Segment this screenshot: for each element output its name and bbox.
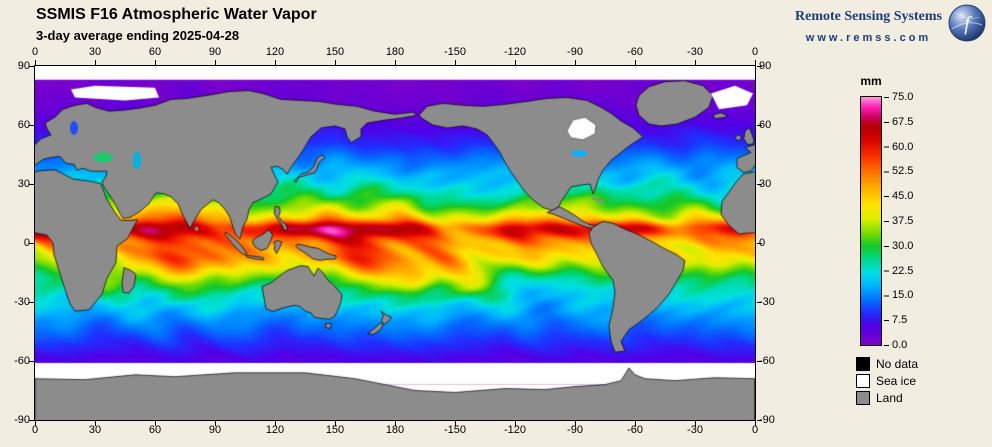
bottom-axis-ticks bbox=[35, 421, 756, 426]
lon-tick-label: 180 bbox=[385, 46, 405, 58]
legend-item-sea-ice: Sea ice bbox=[856, 373, 918, 388]
lon-tick-label: 150 bbox=[325, 46, 345, 58]
colorbar-tick-label: 7.5 bbox=[892, 314, 908, 327]
land-swatch bbox=[856, 390, 870, 405]
lat-tick-label: 0 bbox=[759, 237, 766, 249]
map-canvas bbox=[35, 66, 755, 420]
colorbar-tick-label: 60.0 bbox=[892, 140, 914, 153]
lat-tick-label: -60 bbox=[759, 355, 775, 367]
lon-axis-bottom: 0 30 60 90 120 150 180 -150 -120 -90 -60… bbox=[15, 424, 775, 436]
colorbar-tick-label: 0.0 bbox=[892, 338, 908, 351]
branding-text: Remote Sensing Systems www.remss.com bbox=[795, 3, 942, 44]
map-legend: No data Sea ice Land bbox=[856, 356, 918, 407]
brand-name: Remote Sensing Systems bbox=[795, 9, 942, 24]
legend-item-no-data: No data bbox=[856, 356, 918, 371]
lon-tick-label: 120 bbox=[265, 424, 285, 436]
lon-tick-label: 60 bbox=[148, 46, 162, 58]
lat-tick-label: 30 bbox=[759, 178, 772, 190]
colorbar-tick-label: 22.5 bbox=[892, 264, 914, 277]
colorbar-labels: 75.0 67.5 60.0 52.5 45.0 37.5 30.0 22.5 … bbox=[892, 90, 932, 352]
no-data-swatch bbox=[856, 356, 870, 371]
svg-text:f: f bbox=[964, 13, 972, 35]
lon-tick-label: 30 bbox=[88, 46, 102, 58]
lon-tick-label: 0 bbox=[751, 424, 759, 436]
lon-tick-label: -30 bbox=[687, 424, 703, 436]
lon-tick-label: 90 bbox=[208, 46, 222, 58]
colorbar-tick-label: 52.5 bbox=[892, 165, 914, 178]
colorbar-ticks bbox=[884, 97, 889, 346]
lon-tick-label: 0 bbox=[31, 424, 39, 436]
lon-tick-label: 0 bbox=[751, 46, 759, 58]
colorbar-unit-label: mm bbox=[860, 74, 882, 88]
legend-label: Sea ice bbox=[876, 373, 917, 388]
colorbar bbox=[860, 96, 882, 346]
colorbar-tick-label: 30.0 bbox=[892, 239, 914, 252]
remss-globe-icon[interactable]: f bbox=[948, 3, 986, 43]
lat-axis-left: 90 60 30 0 -30 -60 -90 bbox=[2, 57, 30, 429]
lat-tick-label: 60 bbox=[759, 119, 772, 131]
brand-url-link[interactable]: www.remss.com bbox=[805, 32, 932, 44]
legend-item-land: Land bbox=[856, 390, 918, 405]
lon-tick-label: -90 bbox=[567, 46, 583, 58]
lon-tick-label: 0 bbox=[31, 46, 39, 58]
lat-tick-label: 90 bbox=[759, 60, 772, 72]
colorbar-tick-label: 15.0 bbox=[892, 289, 914, 302]
lat-tick-label: -30 bbox=[759, 296, 775, 308]
lat-tick-label: -90 bbox=[14, 414, 30, 426]
legend-label: Land bbox=[876, 390, 903, 405]
lat-tick-label: -90 bbox=[759, 414, 775, 426]
page-title: SSMIS F16 Atmospheric Water Vapor bbox=[36, 6, 317, 23]
colorbar-tick-label: 67.5 bbox=[892, 115, 914, 128]
colorbar-gradient bbox=[861, 97, 881, 345]
lat-tick-label: 30 bbox=[17, 178, 30, 190]
colorbar-tick-label: 45.0 bbox=[892, 190, 914, 203]
lon-tick-label: 180 bbox=[385, 424, 405, 436]
branding-block: Remote Sensing Systems www.remss.com f bbox=[795, 3, 986, 44]
lon-tick-label: 150 bbox=[325, 424, 345, 436]
lat-tick-label: 0 bbox=[23, 237, 30, 249]
lon-tick-label: -120 bbox=[503, 46, 527, 58]
lon-tick-label: -120 bbox=[503, 424, 527, 436]
lon-tick-label: 60 bbox=[148, 424, 162, 436]
lon-tick-label: 90 bbox=[208, 424, 222, 436]
lat-tick-label: 60 bbox=[17, 119, 30, 131]
lon-tick-label: 120 bbox=[265, 46, 285, 58]
lat-axis-right: 90 60 30 0 -30 -60 -90 bbox=[759, 57, 787, 429]
page-subtitle: 3-day average ending 2025-04-28 bbox=[36, 28, 240, 43]
lon-axis-top: 0 30 60 90 120 150 180 -150 -120 -90 -60… bbox=[15, 46, 775, 58]
legend-label: No data bbox=[876, 356, 919, 371]
lon-tick-label: 30 bbox=[88, 424, 102, 436]
colorbar-tick-label: 75.0 bbox=[892, 91, 914, 103]
lon-tick-label: -30 bbox=[687, 46, 703, 58]
lon-tick-label: -150 bbox=[443, 46, 467, 58]
lon-tick-label: -90 bbox=[567, 424, 583, 436]
lon-tick-label: -60 bbox=[627, 46, 643, 58]
lat-tick-label: -30 bbox=[14, 296, 30, 308]
colorbar-tick-label: 37.5 bbox=[892, 214, 914, 227]
lon-tick-label: -60 bbox=[627, 424, 643, 436]
left-axis-ticks bbox=[29, 66, 34, 421]
lon-tick-label: -150 bbox=[443, 424, 467, 436]
lat-tick-label: 90 bbox=[17, 60, 30, 72]
top-axis-ticks bbox=[35, 60, 756, 65]
lat-tick-label: -60 bbox=[14, 355, 30, 367]
sea-ice-swatch bbox=[856, 373, 870, 388]
right-axis-ticks bbox=[757, 66, 762, 421]
